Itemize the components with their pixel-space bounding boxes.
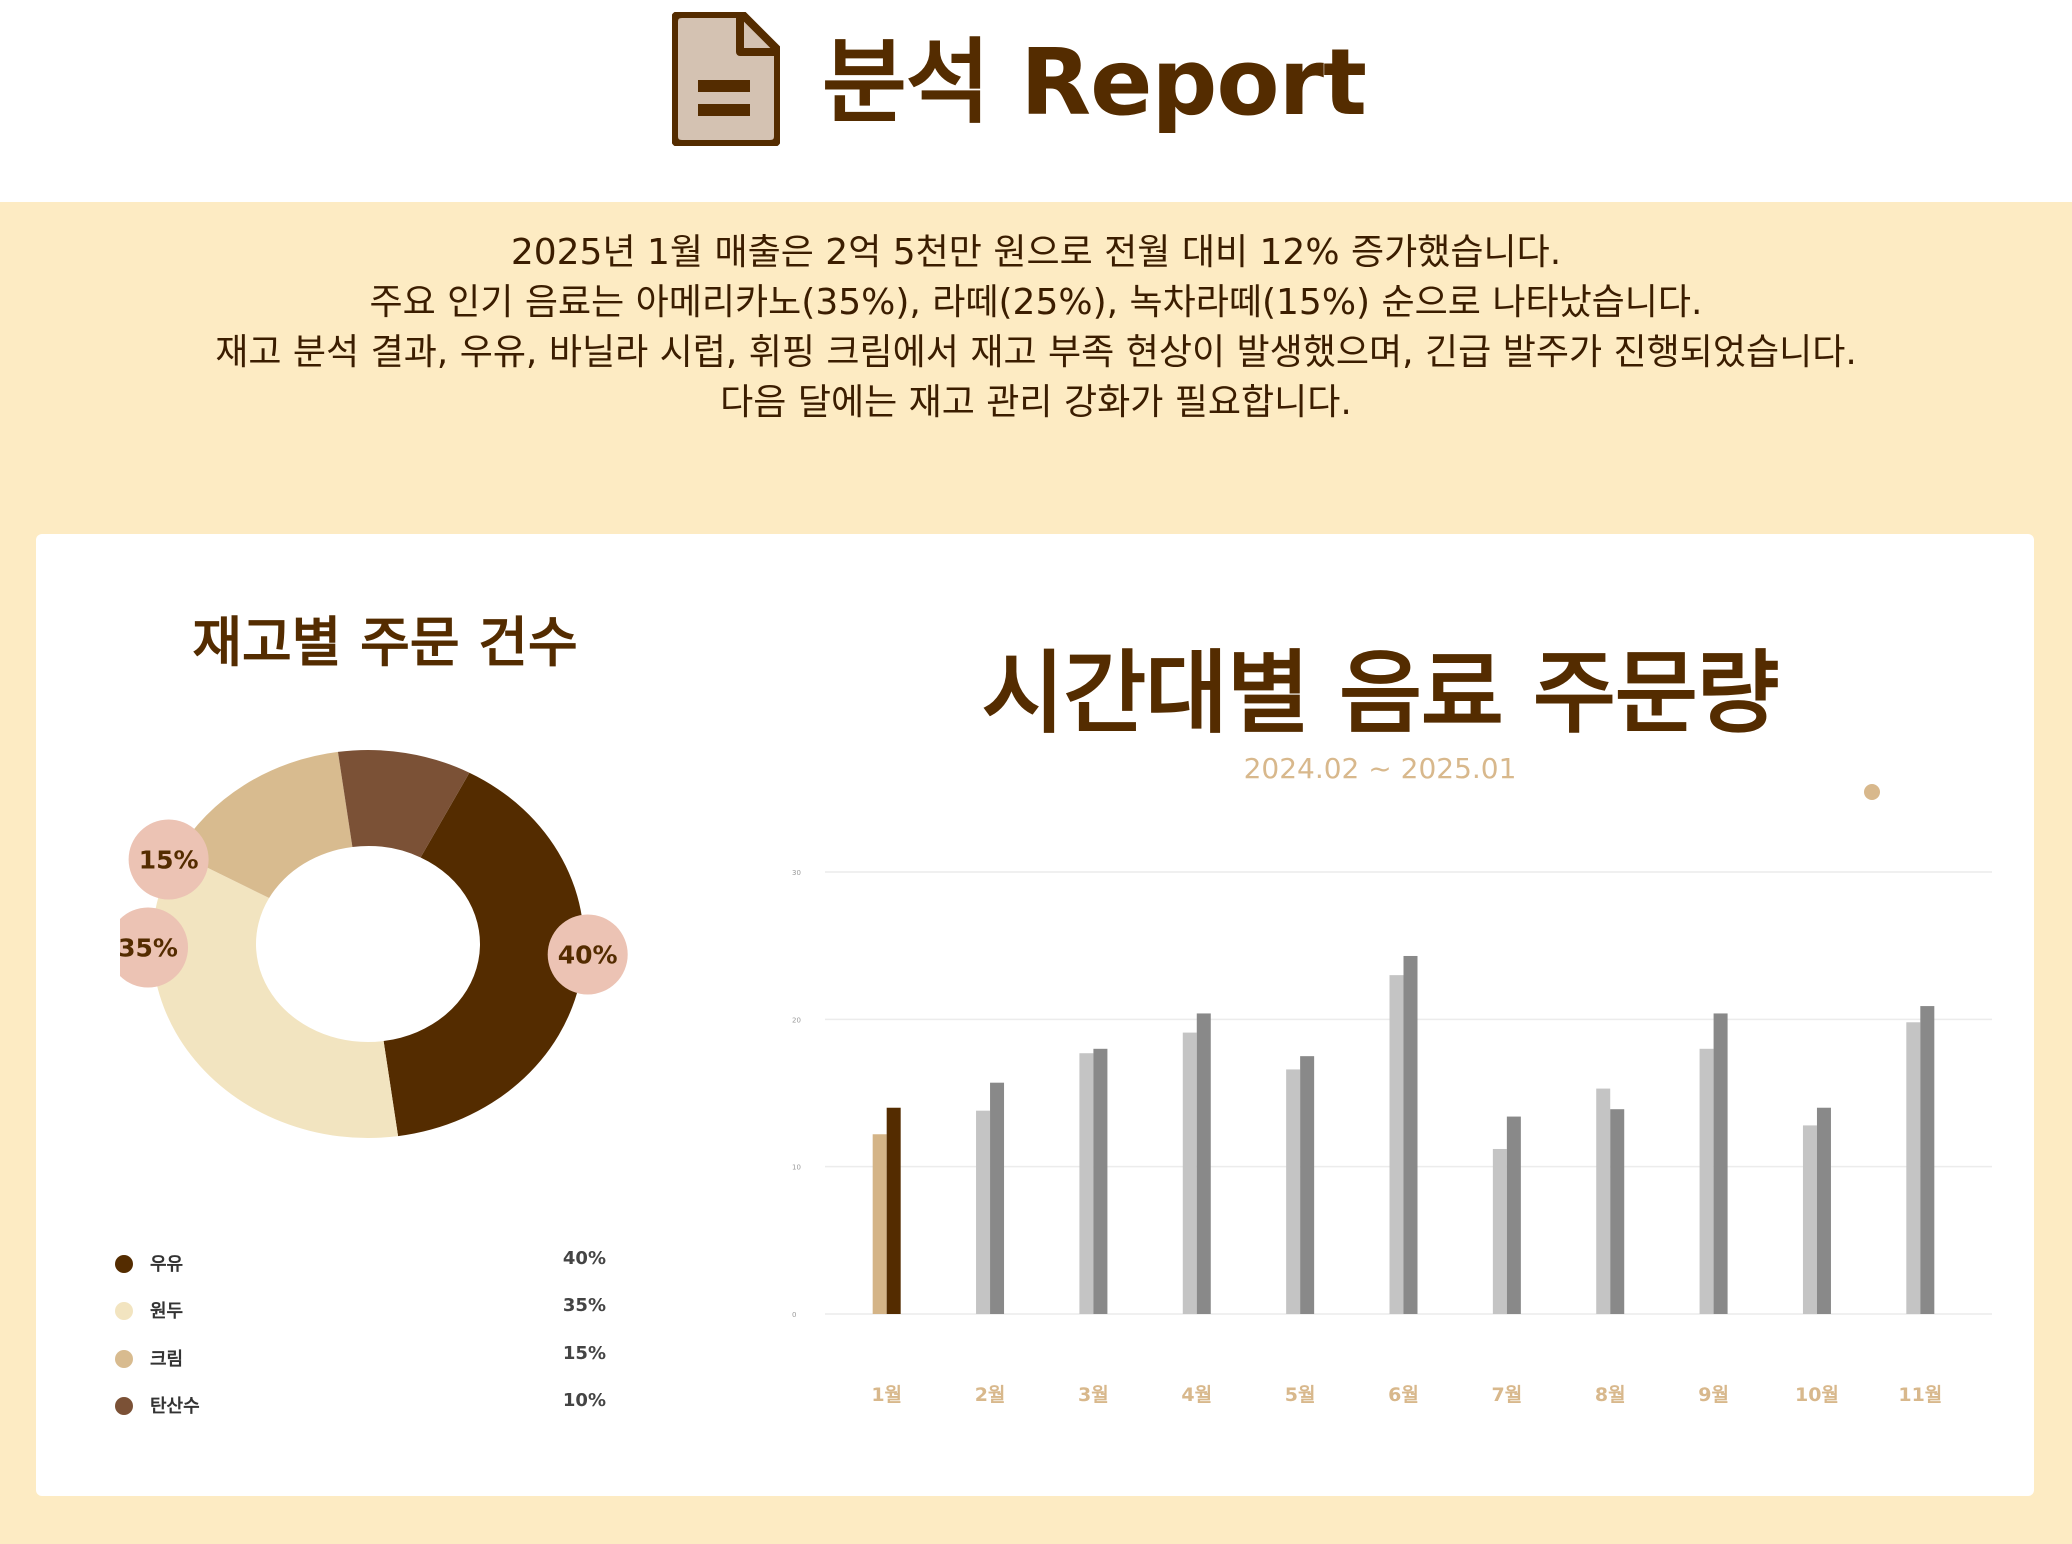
bar: [1492, 1148, 1507, 1314]
bar-chart-title: 시간대별 음료 주문량: [981, 641, 1780, 746]
bar: [886, 1107, 901, 1314]
bar: [1389, 975, 1404, 1314]
bar: [1920, 1006, 1935, 1314]
bar: [1596, 1088, 1611, 1314]
bar: [1093, 1048, 1108, 1314]
bar: [1196, 1013, 1211, 1314]
legend-swatch: [115, 1302, 133, 1320]
bar-chart: 0 10 20 30 1월 2월 3월 4월 5월 6월 7월 8월 9월 10월 11월: [792, 869, 1992, 1406]
bar: [1816, 1107, 1831, 1314]
legend-item-soda: 탄산수 10%: [112, 1388, 606, 1424]
legend-label: 원두: [150, 1301, 184, 1322]
summary-line: 다음 달에는 재고 관리 강화가 필요합니다.: [720, 382, 1352, 423]
donut-chart-title: 재고별 주문 건수: [192, 611, 578, 674]
legend-label: 크림: [150, 1349, 184, 1370]
percent-badge: [547, 914, 628, 995]
x-tick-label: 1월: [871, 1384, 902, 1406]
report-header: 분석 Report: [0, 0, 2072, 202]
percent-badge-label: 35%: [120, 933, 178, 962]
legend-item-cream: 크림 15%: [112, 1341, 606, 1377]
summary-text: 2025년 1월 매출은 2억 5천만 원으로 전월 대비 12% 증가했습니다…: [0, 228, 2072, 428]
legend-value: 15%: [562, 1343, 606, 1364]
x-tick-label: 7월: [1492, 1384, 1523, 1406]
bar: [976, 1110, 991, 1314]
legend-item-beans: 원두 35%: [112, 1293, 606, 1329]
bar: [990, 1082, 1005, 1314]
legend-label: 우유: [150, 1254, 184, 1275]
bar: [1506, 1116, 1521, 1314]
bar: [1403, 955, 1418, 1314]
y-tick-label: 0: [792, 1311, 796, 1319]
x-tick-label: 2월: [975, 1384, 1006, 1406]
donut-slice: [383, 772, 584, 1137]
legend-label: 탄산수: [150, 1396, 200, 1417]
donut-slice: [337, 750, 470, 858]
x-tick-label: 6월: [1388, 1384, 1419, 1406]
document-icon: [672, 12, 780, 146]
bar: [872, 1134, 887, 1314]
percent-badge-label: 40%: [558, 940, 618, 969]
x-tick-label: 4월: [1181, 1384, 1212, 1406]
legend-swatch: [115, 1397, 133, 1415]
bar-chart-subtitle: 2024.02 ~ 2025.01: [1243, 752, 1517, 785]
donut-slice: [177, 751, 353, 898]
legend-value: 40%: [562, 1248, 606, 1269]
y-tick-label: 30: [792, 869, 801, 877]
bar: [1079, 1053, 1094, 1314]
y-tick-label: 20: [792, 1016, 801, 1024]
bar: [1906, 1022, 1921, 1314]
bar: [1713, 1013, 1728, 1314]
percent-badge: [120, 907, 189, 988]
bar: [1802, 1125, 1817, 1314]
y-tick-label: 10: [792, 1164, 801, 1172]
bar: [1286, 1069, 1301, 1314]
accent-dot: [1864, 784, 1880, 800]
x-tick-label: 11월: [1898, 1384, 1942, 1406]
percent-badge: [128, 819, 209, 900]
bar: [1182, 1032, 1197, 1314]
bar: [1699, 1048, 1714, 1314]
x-tick-label: 5월: [1285, 1384, 1316, 1406]
x-tick-label: 3월: [1078, 1384, 1109, 1406]
summary-line: 재고 분석 결과, 우유, 바닐라 시럽, 휘핑 크림에서 재고 부족 현상이 …: [215, 332, 1857, 373]
legend-value: 10%: [562, 1390, 606, 1411]
x-tick-label: 9월: [1698, 1384, 1729, 1406]
x-tick-label: 8월: [1595, 1384, 1626, 1406]
summary-line: 2025년 1월 매출은 2억 5천만 원으로 전월 대비 12% 증가했습니다…: [510, 232, 1562, 273]
x-tick-label: 10월: [1795, 1384, 1839, 1406]
percent-badge-label: 15%: [139, 845, 199, 874]
donut-slice: [152, 852, 399, 1138]
donut-chart: 40% 35% 15%: [120, 750, 628, 1138]
bar: [1300, 1056, 1315, 1314]
report-title: 분석 Report: [822, 29, 1367, 136]
legend-item-milk: 우유 40%: [112, 1246, 606, 1282]
bar: [1610, 1109, 1625, 1314]
legend-value: 35%: [562, 1295, 606, 1316]
charts-card: [36, 534, 2034, 1496]
summary-line: 주요 인기 음료는 아메리카노(35%), 라떼(25%), 녹차라떼(15%)…: [369, 282, 1703, 323]
legend-swatch: [115, 1255, 133, 1273]
legend-swatch: [115, 1350, 133, 1368]
